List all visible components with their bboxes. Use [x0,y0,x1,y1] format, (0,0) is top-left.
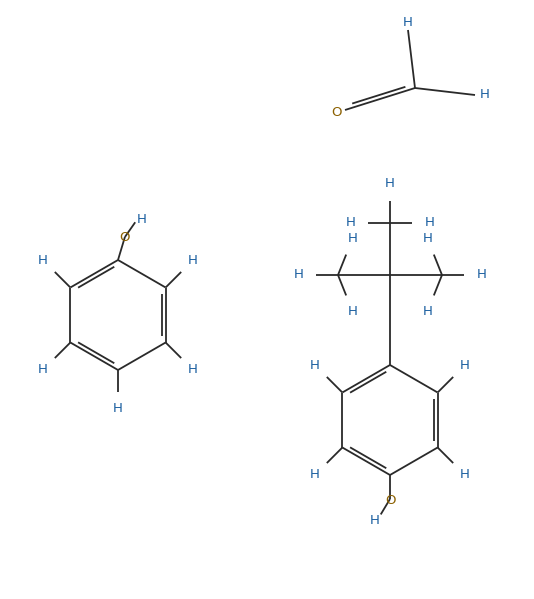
Text: H: H [460,468,470,481]
Text: H: H [294,268,303,282]
Text: H: H [422,305,432,318]
Text: H: H [188,254,198,267]
Text: H: H [348,232,358,245]
Text: H: H [403,17,413,29]
Text: H: H [310,359,320,372]
Text: H: H [188,363,198,376]
Text: H: H [38,363,48,376]
Text: H: H [345,216,355,229]
Text: H: H [425,216,435,229]
Text: H: H [477,268,486,282]
Text: H: H [370,514,380,527]
Text: O: O [385,495,395,507]
Text: H: H [38,254,48,267]
Text: H: H [385,177,395,190]
Text: H: H [310,468,320,481]
Text: O: O [332,105,342,119]
Text: O: O [120,231,130,244]
Text: H: H [480,89,490,101]
Text: H: H [113,402,123,415]
Text: H: H [422,232,432,245]
Text: H: H [136,213,146,226]
Text: H: H [460,359,470,372]
Text: H: H [348,305,358,318]
